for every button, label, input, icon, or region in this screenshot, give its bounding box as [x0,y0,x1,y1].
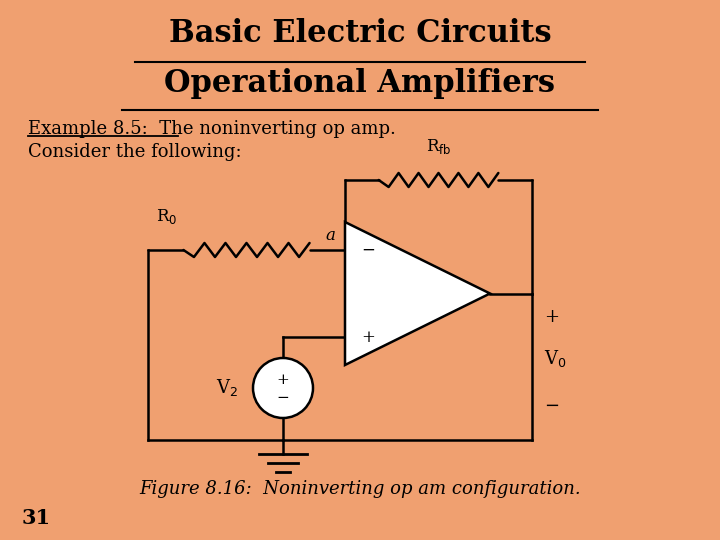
Text: +: + [276,373,289,387]
Text: −: − [544,396,559,415]
Text: Consider the following:: Consider the following: [28,143,242,161]
Text: a: a [325,227,335,245]
Text: +: + [361,328,375,346]
Text: V$_2$: V$_2$ [216,377,238,399]
Text: −: − [361,241,375,259]
Text: Figure 8.16:  Noninverting op am configuration.: Figure 8.16: Noninverting op am configur… [139,480,581,498]
Text: V$_0$: V$_0$ [544,348,567,369]
Text: 31: 31 [22,508,51,528]
Text: Example 8.5:  The noninverting op amp.: Example 8.5: The noninverting op amp. [28,120,396,138]
Text: +: + [544,308,559,327]
Polygon shape [345,222,490,365]
Circle shape [253,358,313,418]
Text: Basic Electric Circuits: Basic Electric Circuits [168,18,552,49]
Text: R$_{\rm fb}$: R$_{\rm fb}$ [426,137,451,156]
Text: R$_0$: R$_0$ [156,207,177,226]
Text: Operational Amplifiers: Operational Amplifiers [164,68,556,99]
Text: −: − [276,391,289,405]
